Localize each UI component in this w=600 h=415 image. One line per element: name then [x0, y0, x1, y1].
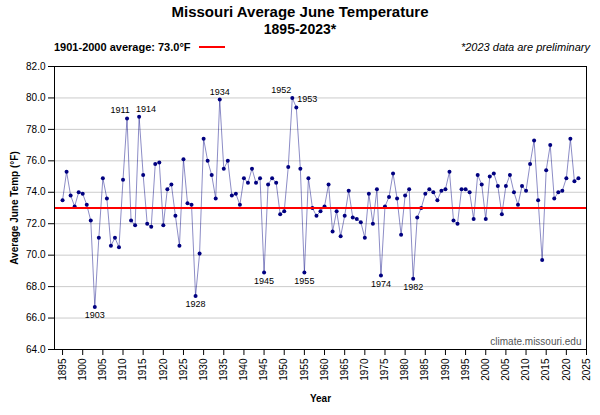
svg-text:1952: 1952 — [271, 85, 291, 95]
svg-text:1914: 1914 — [136, 104, 156, 114]
svg-text:64.0: 64.0 — [26, 344, 46, 355]
svg-text:1985: 1985 — [419, 358, 430, 381]
svg-text:1930: 1930 — [198, 358, 209, 381]
svg-text:1920: 1920 — [158, 358, 169, 381]
html-text:1901-2000 average: 73.0°F: 1901-2000 average: 73.0°F — [54, 41, 191, 53]
svg-text:1911: 1911 — [110, 105, 129, 115]
svg-text:1935: 1935 — [218, 358, 229, 381]
svg-text:1955: 1955 — [294, 276, 314, 286]
svg-text:1910: 1910 — [117, 358, 128, 381]
svg-text:1934: 1934 — [210, 87, 230, 97]
svg-text:2015: 2015 — [540, 358, 551, 381]
svg-text:74.0: 74.0 — [26, 186, 46, 197]
svg-text:68.0: 68.0 — [26, 281, 46, 292]
svg-text:1940: 1940 — [238, 358, 249, 381]
svg-text:2010: 2010 — [520, 358, 531, 381]
svg-text:1915: 1915 — [137, 358, 148, 381]
svg-text:1960: 1960 — [319, 358, 330, 381]
svg-text:1982: 1982 — [403, 282, 423, 292]
html-text:*2023 data are preliminary: *2023 data are preliminary — [461, 41, 590, 53]
svg-text:1950: 1950 — [278, 358, 289, 381]
svg-text:1903: 1903 — [85, 310, 105, 320]
svg-text:1974: 1974 — [371, 279, 391, 289]
svg-text:80.0: 80.0 — [26, 92, 46, 103]
svg-text:78.0: 78.0 — [26, 124, 46, 135]
svg-text:1925: 1925 — [178, 358, 189, 381]
svg-text:1965: 1965 — [339, 358, 350, 381]
svg-text:2020: 2020 — [561, 358, 572, 381]
svg-text:1905: 1905 — [97, 358, 108, 381]
svg-text:1945: 1945 — [258, 358, 269, 381]
svg-text:1980: 1980 — [399, 358, 410, 381]
svg-text:1970: 1970 — [359, 358, 370, 381]
svg-text:1928: 1928 — [186, 299, 206, 309]
svg-text:66.0: 66.0 — [26, 312, 46, 323]
svg-text:1900: 1900 — [77, 358, 88, 381]
svg-text:1953: 1953 — [297, 94, 317, 104]
svg-text:1945: 1945 — [254, 276, 274, 286]
svg-text:2000: 2000 — [480, 358, 491, 381]
svg-text:2005: 2005 — [500, 358, 511, 381]
html-text:1895-2023*: 1895-2023* — [263, 21, 337, 37]
svg-text:72.0: 72.0 — [26, 218, 46, 229]
svg-text:82.0: 82.0 — [26, 61, 46, 72]
html-text:Missouri Average June Temperat: Missouri Average June Temperature — [171, 3, 429, 20]
svg-text:climate.missouri.edu: climate.missouri.edu — [490, 336, 581, 347]
svg-text:1895: 1895 — [57, 358, 68, 381]
svg-text:1990: 1990 — [440, 358, 451, 381]
svg-text:Average June Temp (°F): Average June Temp (°F) — [9, 151, 20, 264]
svg-text:1995: 1995 — [460, 358, 471, 381]
svg-text:2025: 2025 — [581, 358, 592, 381]
svg-text:76.0: 76.0 — [26, 155, 46, 166]
svg-text:Year: Year — [310, 393, 331, 404]
svg-text:1955: 1955 — [299, 358, 310, 381]
svg-text:1975: 1975 — [379, 358, 390, 381]
svg-text:70.0: 70.0 — [26, 249, 46, 260]
